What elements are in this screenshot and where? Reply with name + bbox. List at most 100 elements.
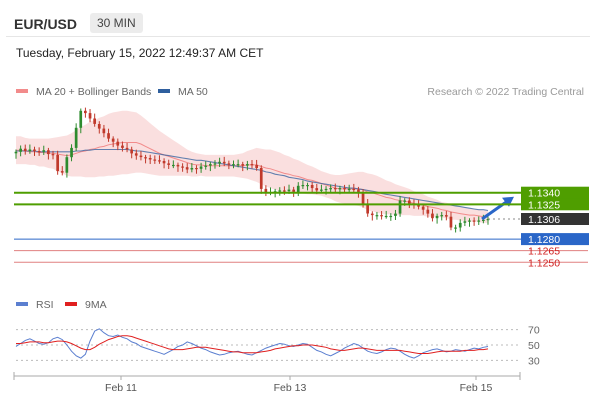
candle-body	[65, 157, 69, 173]
candle-body	[458, 222, 462, 228]
candle-body	[158, 160, 161, 162]
legend-swatch-ma50	[158, 89, 170, 93]
candle-body	[190, 168, 194, 170]
legend-label-rsi: RSI	[36, 299, 54, 311]
main-legend: MA 20 + Bollinger Bands MA 50	[16, 86, 208, 98]
candle-body	[357, 189, 360, 193]
candle-body	[370, 213, 374, 216]
candle-body	[153, 159, 157, 161]
rsi-tick-label: 30	[528, 355, 540, 367]
legend-swatch-ma20	[16, 89, 28, 93]
candle-body	[111, 138, 115, 142]
candle-body	[116, 141, 120, 146]
candle-body	[306, 185, 309, 187]
candle-body	[468, 220, 471, 222]
candle-body	[185, 167, 189, 170]
legend-swatch-9ma	[65, 302, 77, 306]
candle-body	[315, 188, 319, 191]
candle-body	[144, 157, 147, 159]
candle-body	[421, 206, 425, 210]
candle-body	[227, 163, 231, 165]
candle-body	[97, 124, 101, 129]
candle-body	[310, 185, 314, 189]
candle-body	[324, 188, 328, 191]
candle-body	[42, 150, 46, 152]
candle-body	[172, 164, 175, 167]
price-panel	[14, 107, 514, 233]
candle-body	[79, 110, 83, 128]
candle-body	[278, 190, 282, 192]
candle-body	[167, 163, 170, 165]
price-tag-pivot	[521, 233, 589, 246]
candle-body	[440, 215, 444, 217]
candle-body	[333, 188, 337, 190]
rsi-tick-label: 70	[528, 325, 540, 337]
candle-body	[292, 189, 295, 192]
candle-body	[296, 185, 300, 192]
candle-body	[14, 151, 18, 154]
candle-body	[287, 189, 291, 192]
legend-label-9ma: 9MA	[85, 299, 107, 311]
time-tick-label: Feb 13	[274, 382, 307, 394]
candle-body	[134, 153, 138, 156]
candle-body	[380, 215, 383, 217]
rsi-ma9-line	[16, 335, 489, 354]
candle-body	[213, 163, 217, 165]
symbol-label: EUR/USD	[14, 16, 78, 32]
candle-body	[463, 221, 467, 223]
candle-body	[74, 127, 78, 148]
candle-body	[454, 227, 457, 229]
rsi-panel: 70 50 30	[15, 325, 540, 367]
candle-body	[389, 215, 393, 218]
rsi-legend: RSI 9MA	[16, 299, 107, 311]
candle-body	[102, 128, 106, 134]
candle-body	[241, 164, 245, 166]
candle-body	[121, 145, 124, 148]
price-tag-label: 1.1325	[528, 199, 560, 211]
time-axis: Feb 11 Feb 13 Feb 15	[13, 372, 521, 394]
candle-body	[384, 215, 388, 218]
candle-body	[320, 189, 323, 191]
candle-body	[426, 209, 430, 214]
candle-body	[398, 200, 402, 214]
candle-body	[181, 166, 184, 168]
price-tag-label: 1.1306	[528, 214, 560, 226]
legend-label-ma20: MA 20 + Bollinger Bands	[36, 86, 151, 98]
candle-body	[47, 150, 50, 155]
time-tick-label: Feb 15	[460, 382, 493, 394]
legend-label-ma50: MA 50	[178, 86, 208, 98]
candle-body	[283, 190, 286, 192]
time-tick-label: Feb 11	[105, 382, 137, 394]
candle-body	[139, 155, 143, 158]
candle-body	[222, 161, 226, 164]
price-tag-resistance	[521, 186, 589, 199]
candle-body	[246, 164, 249, 166]
candle-body	[28, 149, 32, 151]
price-tag-label: 1.1250	[528, 257, 560, 269]
candle-body	[403, 200, 406, 202]
chart-datetime: Tuesday, February 15, 2022 12:49:37 AM C…	[16, 46, 264, 60]
price-tag-label: 1.1265	[528, 246, 560, 258]
candle-body	[162, 161, 166, 164]
candle-body	[218, 161, 221, 164]
candle-body	[338, 188, 342, 190]
candle-body	[232, 164, 235, 166]
candle-body	[375, 215, 379, 217]
price-tag-last-price	[521, 213, 589, 225]
target-arrow-head	[502, 196, 514, 207]
candle-body	[176, 164, 180, 167]
candle-body	[70, 147, 73, 158]
candle-body	[148, 158, 152, 160]
candle-body	[236, 164, 240, 166]
rsi-tick-label: 50	[528, 340, 540, 352]
price-tag-label: 1.1280	[528, 234, 560, 246]
candle-body	[88, 113, 92, 119]
candle-body	[477, 220, 481, 222]
candle-body	[431, 213, 434, 219]
candle-body	[19, 148, 22, 152]
candle-body	[204, 165, 208, 167]
candle-body	[343, 188, 346, 190]
timeframe-button[interactable]: 30 MIN	[90, 13, 143, 33]
candle-body	[195, 168, 198, 170]
